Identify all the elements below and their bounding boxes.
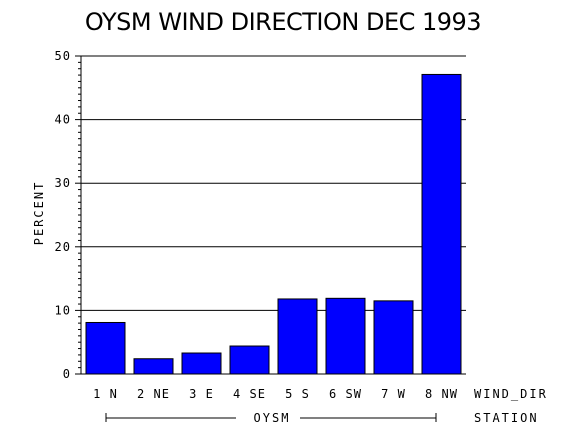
x-tick-label-5: 5 S	[285, 387, 310, 401]
station-label: STATION	[474, 411, 539, 425]
x-tick-label-1: 1 N	[93, 387, 118, 401]
gridlines	[81, 55, 466, 311]
y-tick-label-30: 30	[55, 176, 71, 190]
x-axis-ticks: 1 N 2 NE 3 E 4 SE 5 S 6 SW 7 W 8 NW	[93, 387, 458, 401]
bar-4	[229, 345, 270, 375]
x-tick-label-7: 7 W	[381, 387, 406, 401]
y-tick-label-20: 20	[55, 240, 71, 254]
bar-2	[133, 358, 174, 375]
x-tick-label-6: 6 SW	[329, 387, 362, 401]
bar-7	[373, 300, 414, 375]
y-tick-label-0: 0	[63, 367, 71, 381]
x-axis-label: WIND_DIR	[474, 387, 548, 401]
y-axis-label: PERCENT	[32, 181, 46, 246]
bar-8	[421, 73, 462, 375]
x-tick-label-2: 2 NE	[137, 387, 170, 401]
y-axis-ticks: 0 10 20 30 40 50	[55, 49, 81, 381]
bar-3	[181, 352, 222, 375]
x-tick-label-8: 8 NW	[425, 387, 458, 401]
station-group-name: OYSM	[254, 411, 291, 425]
bars	[85, 73, 462, 375]
y-tick-label-40: 40	[55, 113, 71, 127]
station-group-bracket: OYSM	[105, 411, 437, 425]
bar-6	[325, 297, 366, 375]
bar-5	[277, 298, 318, 375]
bar-1	[85, 321, 126, 375]
y-tick-label-10: 10	[55, 303, 71, 317]
x-tick-label-4: 4 SE	[233, 387, 266, 401]
x-tick-label-3: 3 E	[189, 387, 214, 401]
y-tick-label-50: 50	[55, 49, 71, 63]
chart-title: OYSM WIND DIRECTION DEC 1993	[85, 8, 481, 36]
